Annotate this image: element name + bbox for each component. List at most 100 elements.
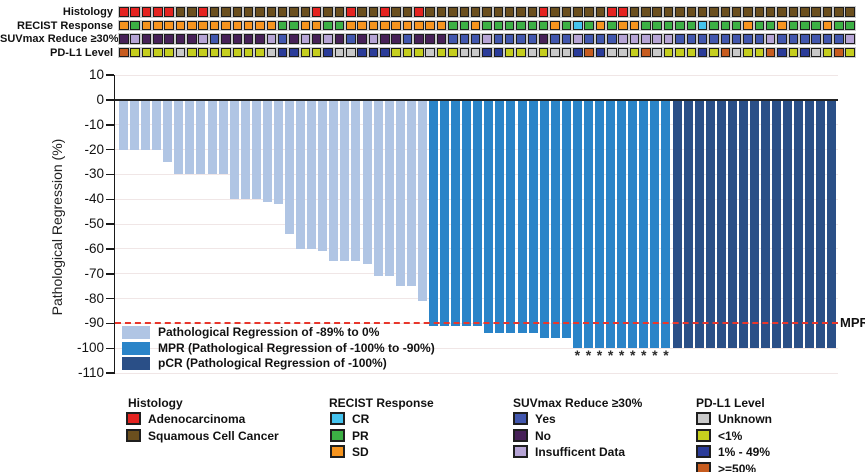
track-cell-recist-response (583, 19, 595, 31)
legend-label-pdl1-level: <1% (718, 428, 743, 443)
track-cell-histology (844, 6, 856, 18)
track-cell-histology (481, 6, 493, 18)
track-cell-pdl1-level (537, 46, 550, 58)
track-cell-recist-response (152, 19, 164, 31)
track-cell-pdl1-level (674, 46, 686, 58)
legend-label-recist-response: SD (352, 445, 369, 459)
track-cell-histology (594, 6, 607, 18)
plot-legend-swatch (122, 357, 150, 370)
bar (550, 100, 560, 339)
asterisk: * (585, 347, 592, 363)
track-cell-histology (776, 6, 788, 18)
legend-swatch-histology (126, 428, 141, 442)
track-cell-pdl1-level (242, 46, 255, 58)
track-cell-suvmax-reduce (197, 33, 209, 45)
bar (462, 100, 472, 326)
bar (727, 100, 737, 349)
y-tick (106, 74, 114, 76)
asterisk: * (663, 347, 669, 363)
y-tick (106, 173, 114, 176)
bar (163, 100, 173, 163)
track-cell-pdl1-level (288, 46, 300, 58)
bar (606, 100, 616, 349)
bar (273, 100, 283, 205)
bar (705, 100, 715, 349)
track-cell-suvmax-reduce (424, 33, 436, 45)
track-cell-recist-response (515, 19, 527, 31)
track-cell-histology (322, 6, 334, 18)
track-cell-suvmax-reduce (572, 33, 584, 45)
bar (185, 100, 195, 175)
bar (307, 100, 317, 249)
track-cell-pdl1-level (413, 46, 425, 58)
track-cell-suvmax-reduce (299, 33, 312, 45)
track-cell-recist-response (764, 19, 777, 31)
track-cell-recist-response (662, 19, 675, 31)
bar (694, 100, 704, 349)
bar (406, 100, 416, 287)
bar (517, 100, 527, 334)
track-cell-suvmax-reduce (186, 33, 198, 45)
bar (451, 100, 461, 326)
bar (572, 100, 582, 349)
track-cell-recist-response (753, 19, 766, 31)
track-cell-recist-response (572, 19, 584, 31)
bar (473, 100, 483, 326)
legend-swatch-suvmax-reduce (513, 428, 528, 442)
track-cell-histology (662, 6, 675, 18)
track-cell-pdl1-level (129, 46, 141, 58)
legend-swatch-histology (126, 412, 141, 425)
track-cell-recist-response (163, 19, 175, 31)
legend-swatch-pdl1-level (696, 445, 711, 458)
track-cell-suvmax-reduce (515, 33, 527, 45)
track-cell-pdl1-level (617, 46, 629, 58)
legend-swatch-suvmax-reduce (513, 445, 528, 458)
legend-label-pdl1-level: 1% - 49% (718, 445, 771, 459)
track-cell-histology (628, 6, 641, 18)
track-cell-pdl1-level (526, 46, 539, 58)
track-cell-recist-response (242, 19, 255, 31)
track-cell-pdl1-level (549, 46, 561, 58)
track-cell-pdl1-level (492, 46, 504, 58)
y-tick-label: -10 (84, 116, 104, 132)
bar (617, 100, 627, 349)
track-cell-suvmax-reduce (288, 33, 300, 45)
track-cell-suvmax-reduce (163, 33, 175, 45)
track-cell-pdl1-level (265, 46, 277, 58)
track-cell-histology (276, 6, 289, 18)
track-cell-suvmax-reduce (674, 33, 686, 45)
track-cell-pdl1-level (401, 46, 414, 58)
track-cell-suvmax-reduce (129, 33, 141, 45)
track-cell-histology (469, 6, 482, 18)
bar (783, 100, 793, 349)
track-cell-suvmax-reduce (628, 33, 641, 45)
asterisk: * (574, 347, 581, 363)
track-cell-recist-response (833, 19, 845, 31)
track-cell-recist-response (560, 19, 573, 31)
y-tick-label: -70 (84, 265, 104, 281)
track-cell-histology (787, 6, 800, 18)
track-cell-pdl1-level (367, 46, 380, 58)
track-cell-histology (345, 6, 357, 18)
track-cell-suvmax-reduce (833, 33, 845, 45)
track-cell-recist-response (333, 19, 346, 31)
track-cell-pdl1-level (163, 46, 175, 58)
track-cell-recist-response (844, 19, 856, 31)
legend-label-recist-response: PR (352, 428, 369, 443)
track-cell-histology (208, 6, 221, 18)
track-cell-histology (640, 6, 652, 18)
track-cell-recist-response (526, 19, 539, 31)
track-cell-suvmax-reduce (708, 33, 720, 45)
track-cell-suvmax-reduce (799, 33, 811, 45)
track-cell-recist-response (628, 19, 641, 31)
track-cell-pdl1-level (197, 46, 209, 58)
bar (816, 100, 826, 349)
track-cell-histology (572, 6, 584, 18)
track-cell-pdl1-level (662, 46, 675, 58)
track-cell-suvmax-reduce (413, 33, 425, 45)
bar (761, 100, 771, 349)
track-cell-pdl1-level (220, 46, 232, 58)
track-cell-recist-response (696, 19, 709, 31)
track-cell-histology (583, 6, 595, 18)
track-cell-histology (764, 6, 777, 18)
